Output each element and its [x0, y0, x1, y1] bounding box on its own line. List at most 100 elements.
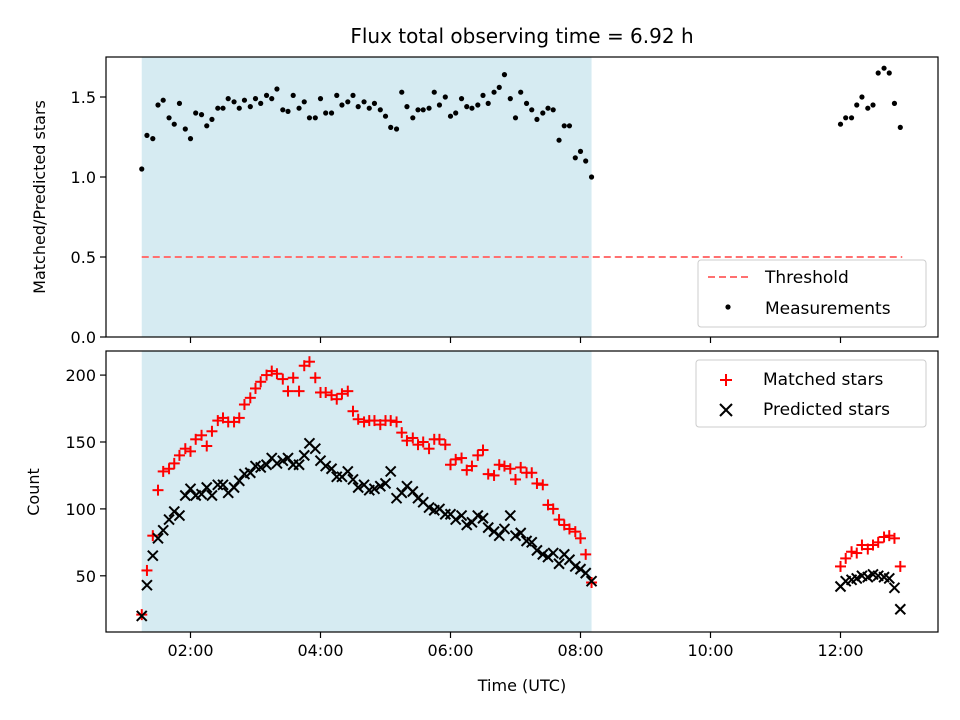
measurement-point — [464, 104, 470, 110]
predicted-stars-point-b — [319, 460, 332, 472]
predicted-stars-point — [894, 603, 907, 615]
predicted-stars-point-b — [878, 571, 890, 583]
matched-stars-point — [894, 560, 906, 572]
matched-stars-point — [396, 427, 408, 439]
measurement-point — [442, 94, 448, 100]
matched-stars-point — [417, 436, 429, 448]
measurement-point — [550, 107, 556, 113]
measurement-point — [518, 89, 524, 95]
measurement-point — [155, 102, 161, 108]
predicted-stars-point-b — [407, 485, 419, 498]
measurement-point — [447, 113, 454, 119]
matched-stars-point — [244, 392, 256, 404]
predicted-stars-point — [368, 483, 381, 495]
measurement-point — [150, 136, 156, 142]
matched-stars-point — [477, 444, 489, 456]
predicted-stars-point — [271, 457, 283, 470]
measurement-point — [236, 105, 242, 111]
matched-stars-point — [368, 415, 380, 427]
measurement-point — [534, 116, 540, 122]
predicted-stars-point-b — [396, 487, 408, 499]
measurement-point — [171, 121, 177, 127]
measurement-point — [241, 97, 248, 103]
matched-stars-point — [185, 445, 196, 457]
threshold-legend-label: Threshold — [764, 268, 849, 288]
x-tick-label: 12:00 — [817, 641, 863, 660]
matched-stars-point — [320, 386, 332, 398]
predicted-stars-point — [482, 521, 494, 534]
measurement-point — [480, 92, 486, 98]
measurement-point — [209, 116, 215, 122]
measurement-point — [139, 166, 145, 172]
matched-stars-point — [526, 467, 538, 479]
predicted-stars-point — [531, 544, 543, 557]
matched-stars-point — [488, 469, 500, 481]
measurement-point — [366, 105, 372, 111]
matched-stars-point — [168, 457, 180, 469]
predicted-stars-point — [217, 479, 229, 491]
measurement-point — [491, 89, 497, 95]
matched-stars-point — [493, 459, 505, 471]
predicted-stars-legend-label: Predicted stars — [763, 400, 890, 420]
predicted-stars-point-b — [271, 457, 283, 470]
predicted-stars-point — [179, 489, 192, 502]
predicted-stars-point — [449, 513, 462, 526]
matched-stars-point — [352, 413, 364, 425]
x-tick-label: 04:00 — [297, 641, 343, 660]
predicted-stars-point-b — [141, 579, 153, 591]
top-panel: 0.0 0.5 1.0 1.5 — [71, 56, 939, 347]
measurement-point — [453, 110, 459, 116]
predicted-stars-point — [553, 558, 565, 570]
measurement-point — [382, 113, 389, 119]
top-frame — [105, 56, 939, 338]
matched-stars-point — [575, 532, 586, 544]
measurement-point — [274, 86, 280, 92]
measurement-point — [198, 112, 205, 118]
matched-stars-point — [342, 385, 354, 397]
matched-stars-point — [456, 452, 468, 464]
measurement-point — [523, 100, 530, 106]
predicted-stars-point — [493, 529, 505, 542]
matched-stars-point — [141, 564, 153, 576]
measurement-point — [334, 92, 340, 98]
matched-stars-point — [401, 435, 413, 447]
measurement-point — [345, 99, 351, 105]
predicted-stars-point — [325, 463, 338, 475]
measurement-point — [475, 102, 481, 108]
matched-stars-point — [233, 412, 245, 424]
predicted-stars-point-b — [888, 582, 901, 594]
matched-stars-point — [835, 560, 846, 572]
predicted-stars-point-b — [249, 460, 262, 472]
measurement-point — [252, 96, 259, 102]
measurement-point — [507, 96, 513, 102]
predicted-stars-point-b — [347, 473, 359, 486]
matched-stars-point — [439, 439, 451, 451]
bottom-panel: 50 100 150 200 02:00 04:00 06:00 08:00 10:00 12:0… — [65, 350, 939, 660]
predicted-stars-point — [379, 477, 392, 490]
predicted-stars-point-b — [212, 479, 224, 491]
measurement-point — [436, 102, 443, 108]
predicted-stars-point — [195, 488, 208, 500]
predicted-stars-point-b — [537, 548, 549, 561]
predicted-stars-point — [147, 550, 159, 562]
predicted-stars-point-b — [147, 550, 159, 562]
matched-stars-point — [282, 385, 294, 397]
measurement-point — [290, 92, 296, 98]
measurement-point — [371, 100, 378, 106]
x-tick-label: 08:00 — [557, 641, 603, 660]
measurement-point — [865, 105, 871, 111]
predicted-stars-point — [331, 471, 343, 483]
matched-stars-point — [391, 416, 403, 428]
predicted-stars-point-b — [493, 529, 505, 542]
predicted-stars-point — [141, 579, 153, 591]
measurement-point — [312, 115, 318, 121]
predicted-stars-point — [298, 449, 310, 462]
predicted-stars-point-b — [260, 459, 273, 471]
matched-stars-point — [206, 425, 218, 437]
predicted-stars-point — [201, 481, 213, 494]
predicted-stars-point — [526, 536, 538, 549]
matched-stars-point — [277, 373, 289, 385]
predicted-stars-point-b — [439, 508, 452, 520]
predicted-stars-point-b — [331, 471, 343, 483]
matched-stars-point — [152, 484, 164, 496]
